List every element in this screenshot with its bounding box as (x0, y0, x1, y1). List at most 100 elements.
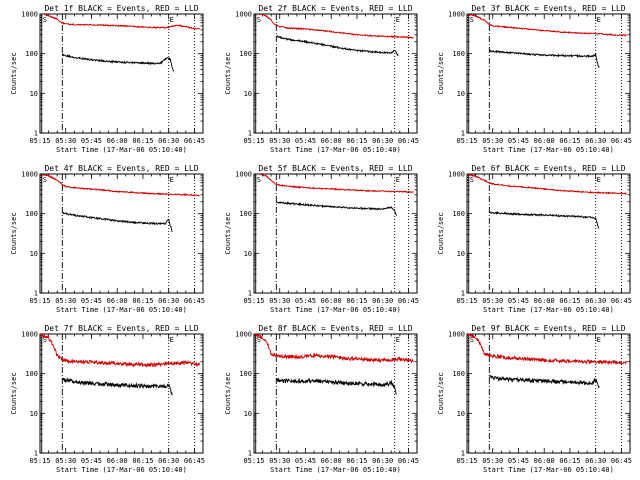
lld-series-line (254, 14, 414, 39)
x-tick-label: 06:00 (321, 457, 342, 465)
time-marker-label: E (170, 16, 174, 24)
x-tick-label: 05:45 (81, 457, 102, 465)
x-tick-label: 06:15 (559, 457, 580, 465)
y-tick-label: 1 (34, 130, 38, 138)
x-axis-label: Start Time (17-Mar-06 05:10:40) (56, 306, 187, 314)
events-series-line (61, 377, 173, 396)
x-tick-label: 06:45 (184, 457, 205, 465)
x-tick-label: 06:00 (534, 137, 555, 145)
y-tick-label: 1 (248, 450, 252, 458)
y-tick-label: 100 (239, 50, 252, 58)
panel-6: Det 6f BLACK = Events, RED = LLD 1 10 100 10… (437, 164, 632, 314)
y-tick-label: 1000 (448, 11, 465, 19)
x-axis-label: Start Time (17-Mar-06 05:10:40) (56, 466, 187, 474)
time-marker-label: E (597, 176, 601, 184)
panel-9: Det 9f BLACK = Events, RED = LLD 1 10 100 10… (437, 324, 632, 474)
plot-frame (466, 13, 631, 134)
x-axis-label: Start Time (17-Mar-06 05:10:40) (270, 146, 401, 154)
events-series-line (489, 49, 600, 68)
plot-frame (39, 13, 204, 134)
panel-3: Det 3f BLACK = Events, RED = LLD 1 10 100 10… (437, 4, 632, 154)
x-tick-label: 05:30 (55, 137, 76, 145)
x-tick-label: 06:00 (321, 297, 342, 305)
x-axis-label: Start Time (17-Mar-06 05:10:40) (483, 306, 614, 314)
lld-series-line (256, 174, 414, 194)
lld-series-line (41, 14, 200, 30)
time-marker-label: S (470, 336, 474, 344)
y-tick-label: 1000 (235, 171, 252, 179)
y-axis-label: Counts/sec (224, 212, 232, 254)
y-tick-label: 100 (452, 370, 465, 378)
chart-title: Det 8f BLACK = Events, RED = LLD (258, 324, 412, 333)
x-tick-label: 05:45 (81, 297, 102, 305)
y-tick-label: 1000 (448, 331, 465, 339)
y-tick-label: 1 (461, 130, 465, 138)
x-tick-label: 06:30 (372, 137, 393, 145)
x-tick-label: 05:15 (456, 137, 477, 145)
x-tick-label: 06:15 (559, 137, 580, 145)
x-tick-label: 06:45 (184, 137, 205, 145)
y-tick-label: 1 (461, 450, 465, 458)
y-tick-label: 100 (452, 50, 465, 58)
time-marker-label: S (257, 16, 261, 24)
time-marker-label: S (43, 16, 47, 24)
x-axis-label: Start Time (17-Mar-06 05:10:40) (56, 146, 187, 154)
x-tick-label: 06:00 (107, 297, 128, 305)
time-marker-label: E (597, 16, 601, 24)
x-tick-label: 05:45 (508, 137, 529, 145)
y-tick-label: 10 (244, 410, 252, 418)
panel-7: Det 7f BLACK = Events, RED = LLD 1 10 100 10… (10, 324, 205, 474)
x-tick-label: 05:45 (295, 457, 316, 465)
time-marker-label: S (470, 176, 474, 184)
time-marker-label: S (470, 16, 474, 24)
x-tick-label: 05:30 (482, 297, 503, 305)
x-tick-label: 06:45 (398, 137, 419, 145)
x-tick-label: 06:15 (346, 137, 367, 145)
y-tick-label: 10 (457, 410, 465, 418)
x-tick-label: 06:30 (585, 137, 606, 145)
x-tick-label: 06:15 (346, 297, 367, 305)
x-axis-label: Start Time (17-Mar-06 05:10:40) (270, 306, 401, 314)
panel-4: Det 4f BLACK = Events, RED = LLD 1 10 100 10… (10, 164, 205, 314)
y-tick-label: 10 (30, 410, 38, 418)
x-tick-label: 06:45 (398, 297, 419, 305)
y-tick-label: 100 (239, 370, 252, 378)
x-tick-label: 05:15 (456, 457, 477, 465)
x-tick-label: 05:45 (295, 137, 316, 145)
x-tick-label: 06:15 (346, 457, 367, 465)
x-tick-label: 05:30 (482, 137, 503, 145)
x-tick-label: 05:45 (508, 297, 529, 305)
y-tick-label: 100 (452, 210, 465, 218)
time-marker-label: S (257, 176, 261, 184)
y-axis-label: Counts/sec (224, 372, 232, 414)
x-tick-label: 06:45 (611, 297, 632, 305)
y-tick-label: 100 (25, 50, 38, 58)
x-tick-label: 06:30 (372, 457, 393, 465)
y-tick-label: 1000 (235, 11, 252, 19)
x-tick-label: 05:15 (456, 297, 477, 305)
events-series-line (489, 210, 600, 229)
x-tick-label: 05:15 (243, 297, 264, 305)
y-tick-label: 10 (30, 250, 38, 258)
x-tick-label: 05:15 (243, 137, 264, 145)
y-axis-label: Counts/sec (437, 372, 445, 414)
y-tick-label: 10 (244, 250, 252, 258)
y-tick-label: 1000 (448, 171, 465, 179)
y-tick-label: 1000 (21, 11, 38, 19)
y-tick-label: 1 (248, 290, 252, 298)
plot-frame (253, 333, 418, 454)
y-tick-label: 1 (461, 290, 465, 298)
chart-title: Det 6f BLACK = Events, RED = LLD (471, 164, 625, 173)
x-tick-label: 05:45 (295, 297, 316, 305)
chart-title: Det 4f BLACK = Events, RED = LLD (44, 164, 198, 173)
x-tick-label: 06:00 (321, 137, 342, 145)
y-axis-label: Counts/sec (10, 372, 18, 414)
x-tick-label: 06:15 (559, 297, 580, 305)
y-tick-label: 100 (239, 210, 252, 218)
lld-series-line (40, 334, 201, 368)
time-marker-label: E (170, 336, 174, 344)
x-tick-label: 06:15 (132, 457, 153, 465)
time-marker-label: E (396, 176, 400, 184)
y-tick-label: 10 (457, 90, 465, 98)
y-tick-label: 10 (30, 90, 38, 98)
